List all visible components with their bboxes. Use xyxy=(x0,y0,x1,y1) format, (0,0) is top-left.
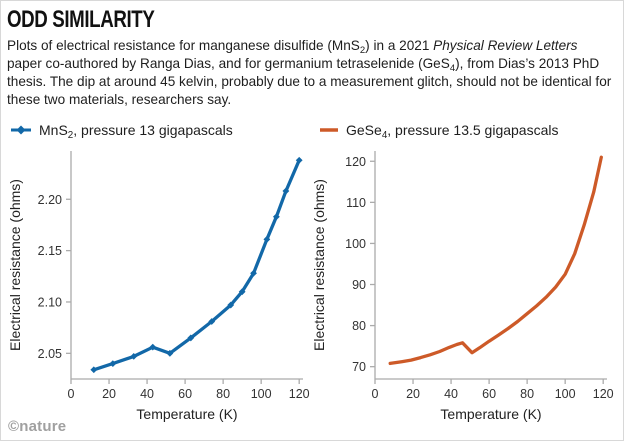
gese4-chart: 0 20 40 60 80 100 120 70 80 90 100 110 120 Temperatur… xyxy=(311,151,614,422)
charts-row: 0 20 40 60 80 100 120 2.05 2.10 2.15 2.20 Temperatu… xyxy=(7,143,615,434)
svg-text:20: 20 xyxy=(406,387,420,401)
svg-text:40: 40 xyxy=(140,387,154,401)
gese4-chart-container: 0 20 40 60 80 100 120 70 80 90 100 110 120 Temperatur… xyxy=(311,143,615,434)
legend-item-mns2: MnS2, pressure 13 gigapascals xyxy=(7,122,314,141)
svg-text:120: 120 xyxy=(593,387,614,401)
gese4-legend-marker-icon xyxy=(320,128,338,132)
svg-text:70: 70 xyxy=(352,360,366,374)
svg-text:2.10: 2.10 xyxy=(38,295,62,309)
svg-text:100: 100 xyxy=(555,387,576,401)
figure-caption: Plots of electrical resistance for manga… xyxy=(7,38,612,107)
legend: MnS2, pressure 13 gigapascals GeSe4, pre… xyxy=(7,119,615,141)
svg-text:80: 80 xyxy=(352,319,366,333)
svg-text:2.20: 2.20 xyxy=(38,193,62,207)
svg-text:100: 100 xyxy=(345,237,366,251)
svg-text:100: 100 xyxy=(251,387,272,401)
svg-text:60: 60 xyxy=(482,387,496,401)
svg-text:110: 110 xyxy=(346,196,366,210)
mns2-chart: 0 20 40 60 80 100 120 2.05 2.10 2.15 2.20 Temperatu… xyxy=(7,151,310,422)
svg-text:120: 120 xyxy=(289,387,310,401)
svg-text:2.15: 2.15 xyxy=(38,244,62,258)
legend-label-gese4: GeSe4, pressure 13.5 gigapascals xyxy=(346,122,559,141)
svg-text:60: 60 xyxy=(178,387,192,401)
svg-text:Electrical resistance (ohms): Electrical resistance (ohms) xyxy=(311,179,327,351)
figure-title: ODD SIMILARITY xyxy=(7,6,155,33)
svg-text:80: 80 xyxy=(216,387,230,401)
svg-text:90: 90 xyxy=(352,278,366,292)
source-credit: ©nature xyxy=(8,418,67,435)
svg-text:Temperature (K): Temperature (K) xyxy=(440,406,541,422)
svg-text:20: 20 xyxy=(102,387,116,401)
mns2-legend-marker-icon xyxy=(11,125,31,135)
svg-text:80: 80 xyxy=(520,387,534,401)
svg-text:120: 120 xyxy=(345,155,366,169)
svg-text:2.05: 2.05 xyxy=(38,347,62,361)
svg-text:0: 0 xyxy=(372,387,379,401)
svg-text:Electrical resistance (ohms): Electrical resistance (ohms) xyxy=(7,179,23,351)
svg-text:0: 0 xyxy=(68,387,75,401)
svg-text:Temperature (K): Temperature (K) xyxy=(136,406,237,422)
svg-text:40: 40 xyxy=(444,387,458,401)
mns2-chart-container: 0 20 40 60 80 100 120 2.05 2.10 2.15 2.20 Temperatu… xyxy=(7,143,311,434)
legend-label-mns2: MnS2, pressure 13 gigapascals xyxy=(39,122,233,141)
legend-item-gese4: GeSe4, pressure 13.5 gigapascals xyxy=(314,122,559,141)
